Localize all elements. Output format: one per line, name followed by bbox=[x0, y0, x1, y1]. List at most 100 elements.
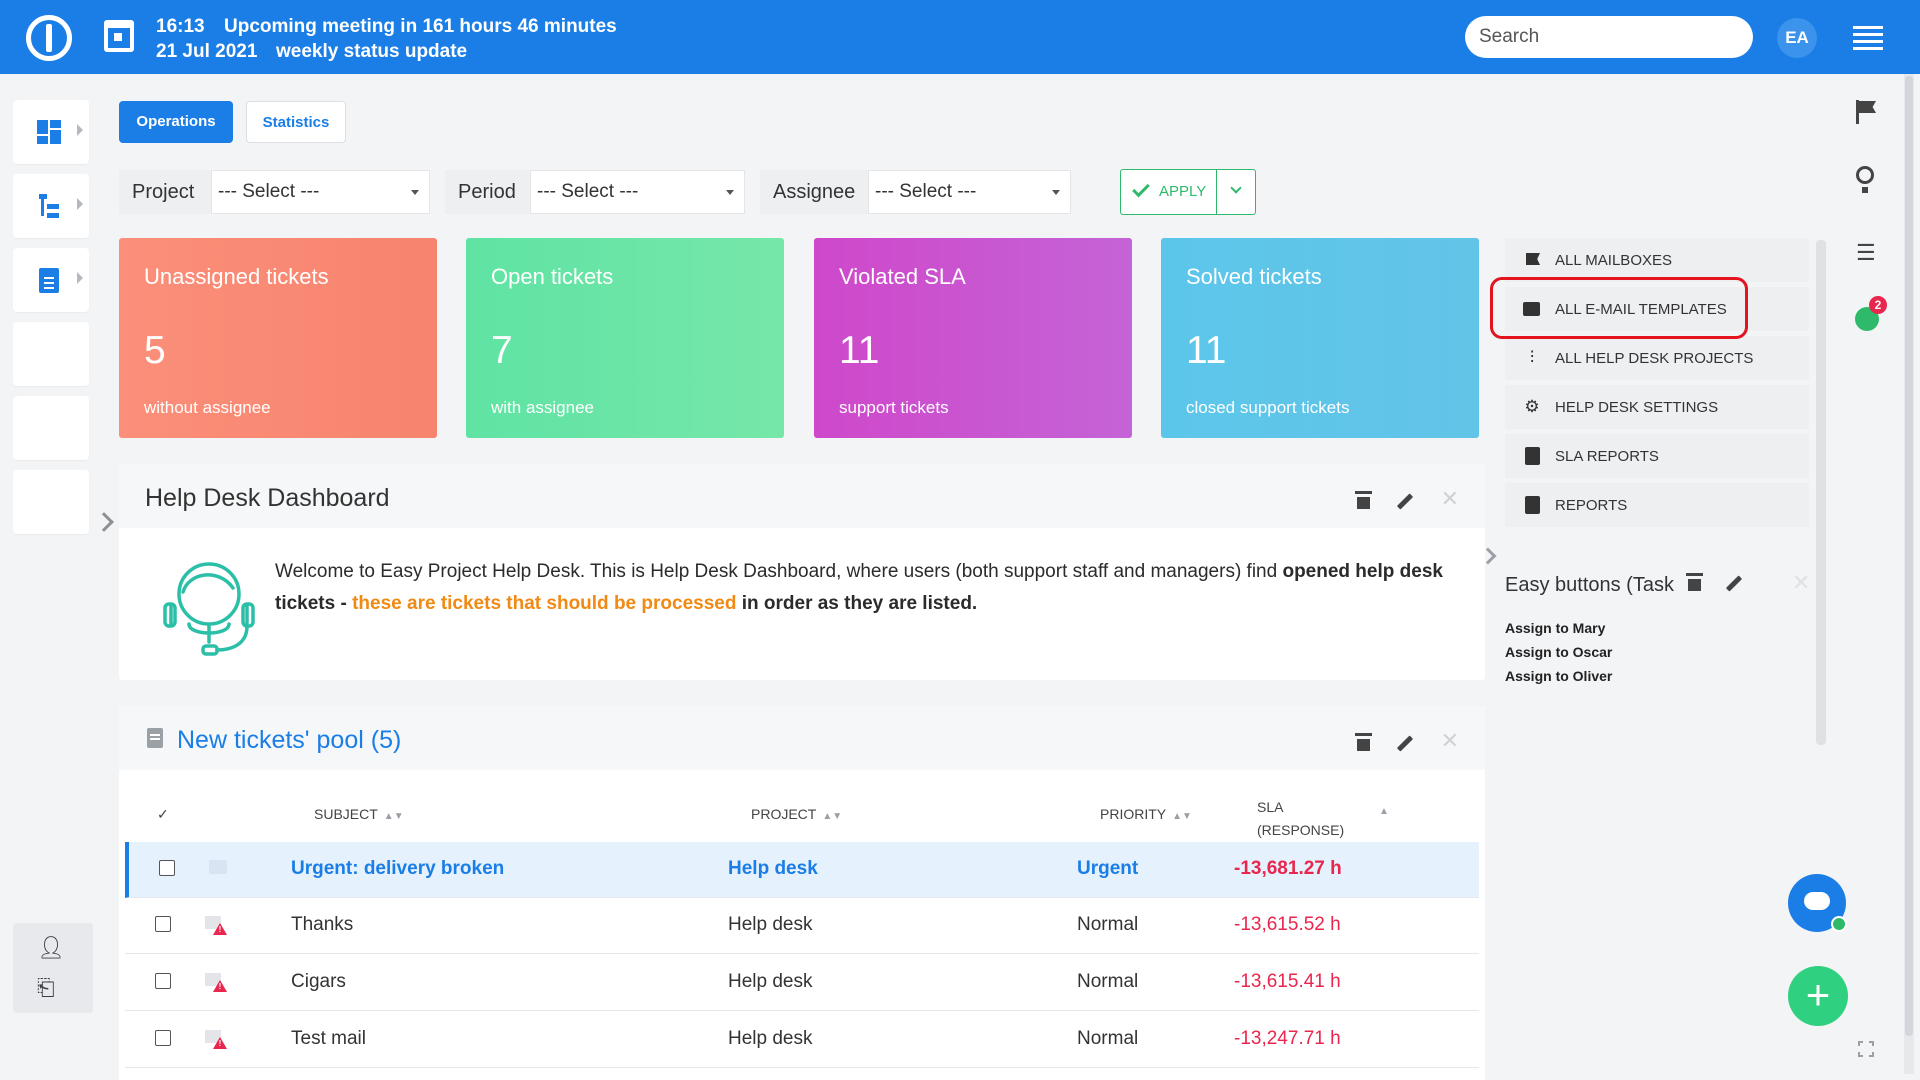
subject-column-header[interactable]: SUBJECT ▲▼ bbox=[314, 806, 404, 822]
row-checkbox[interactable] bbox=[155, 916, 171, 932]
sidebar-item-empty-2[interactable] bbox=[13, 396, 89, 460]
card-violated-sla[interactable]: Violated SLA 11 support tickets bbox=[814, 238, 1132, 438]
row-checkbox[interactable] bbox=[155, 1030, 171, 1046]
sidebar-item-empty-1[interactable] bbox=[13, 322, 89, 386]
page-scrollbar[interactable] bbox=[1904, 74, 1914, 1074]
table-row[interactable]: Cigars Help desk Normal -13,615.41 h bbox=[125, 955, 1479, 1011]
edit-icon[interactable] bbox=[1726, 575, 1743, 592]
period-filter-label: Period bbox=[445, 170, 530, 214]
current-date: 21 Jul 2021 bbox=[156, 41, 258, 62]
clipboard-icon bbox=[37, 268, 63, 293]
sidebar-item-projects[interactable] bbox=[13, 174, 89, 238]
chevron-right-icon bbox=[77, 124, 83, 136]
menu-sla-reports[interactable]: SLA REPORTS bbox=[1505, 434, 1809, 478]
hamburger-menu-icon[interactable] bbox=[1853, 26, 1883, 50]
expand-sidebar-icon[interactable] bbox=[94, 512, 114, 532]
card-unassigned-tickets[interactable]: Unassigned tickets 5 without assignee bbox=[119, 238, 437, 438]
menu-all-email-templates[interactable]: ALL E-MAIL TEMPLATES bbox=[1505, 287, 1809, 331]
flag-icon bbox=[1523, 251, 1541, 269]
welcome-text: Welcome to Easy Project Help Desk. This … bbox=[275, 556, 1465, 620]
sidebar-item-empty-3[interactable] bbox=[13, 470, 89, 534]
meeting-name: weekly status update bbox=[276, 41, 468, 62]
trash-icon[interactable] bbox=[1354, 491, 1372, 510]
project-select[interactable]: --- Select --- bbox=[211, 170, 430, 214]
ticket-project[interactable]: Help desk bbox=[728, 971, 813, 992]
ticket-subject[interactable]: Cigars bbox=[291, 971, 346, 992]
ticket-subject[interactable]: Test mail bbox=[291, 1028, 366, 1049]
search-input[interactable] bbox=[1465, 16, 1753, 58]
welcome-text-a: Welcome to Easy Project Help Desk. This … bbox=[275, 561, 1283, 582]
easy-buttons-list: Assign to Mary Assign to Oscar Assign to… bbox=[1505, 616, 1612, 688]
apply-button[interactable]: APPLY bbox=[1120, 169, 1256, 215]
card-value: 11 bbox=[1186, 329, 1227, 372]
edit-icon[interactable] bbox=[1396, 493, 1414, 510]
sidebar-item-tasks[interactable] bbox=[13, 248, 89, 312]
flag-icon[interactable] bbox=[1856, 100, 1876, 124]
table-row[interactable]: Urgent: delivery broken Help desk Urgent… bbox=[125, 842, 1479, 898]
lightbulb-icon[interactable] bbox=[1856, 166, 1874, 193]
easy-buttons-title: Easy buttons (Task bbox=[1505, 574, 1674, 596]
welcome-text-b: opened help desk tickets - bbox=[275, 561, 1443, 614]
ticket-project[interactable]: Help desk bbox=[728, 1028, 813, 1049]
checklist-icon[interactable]: ☰ bbox=[1856, 240, 1876, 265]
edit-icon[interactable] bbox=[1396, 735, 1414, 752]
warning-mail-icon bbox=[205, 916, 225, 934]
chevron-down-icon[interactable] bbox=[1230, 182, 1242, 194]
table-row[interactable]: Thanks Help desk Normal -13,615.52 h bbox=[125, 898, 1479, 954]
upcoming-meeting[interactable]: 16:13 Upcoming meeting in 161 hours 46 mi… bbox=[156, 14, 617, 64]
menu-label: REPORTS bbox=[1555, 497, 1628, 514]
ticket-subject[interactable]: Urgent: delivery broken bbox=[291, 858, 505, 879]
tab-statistics[interactable]: Statistics bbox=[246, 101, 346, 143]
row-checkbox[interactable] bbox=[159, 860, 175, 876]
card-open-tickets[interactable]: Open tickets 7 with assignee bbox=[466, 238, 784, 438]
module-title[interactable]: New tickets' pool (5) bbox=[177, 726, 402, 754]
app-logo-icon[interactable] bbox=[26, 15, 72, 61]
assign-to-mary-link[interactable]: Assign to Mary bbox=[1505, 620, 1606, 636]
project-column-header[interactable]: PROJECT ▲▼ bbox=[751, 806, 842, 822]
menu-help-desk-settings[interactable]: ⚙ HELP DESK SETTINGS bbox=[1505, 385, 1809, 429]
close-icon[interactable]: ✕ bbox=[1440, 728, 1459, 753]
sidebar-item-dashboard[interactable] bbox=[13, 100, 89, 164]
clipboard-icon bbox=[1523, 447, 1541, 465]
assign-to-oscar-link[interactable]: Assign to Oscar bbox=[1505, 644, 1613, 660]
card-solved-tickets[interactable]: Solved tickets 11 closed support tickets bbox=[1161, 238, 1479, 438]
assignee-filter-label: Assignee bbox=[760, 170, 868, 214]
select-all-column[interactable]: ✓ bbox=[157, 806, 169, 822]
tab-operations[interactable]: Operations bbox=[119, 101, 233, 143]
row-checkbox[interactable] bbox=[155, 973, 171, 989]
chat-button[interactable] bbox=[1788, 874, 1847, 932]
sign-out-icon[interactable]: ⎗ bbox=[37, 975, 55, 1000]
add-user-icon[interactable]: 👤︎ bbox=[37, 935, 65, 960]
menu-all-help-desk-projects[interactable]: ⫶ ALL HELP DESK PROJECTS bbox=[1505, 336, 1809, 380]
sla-header-label: SLA bbox=[1257, 799, 1284, 815]
ticket-project[interactable]: Help desk bbox=[728, 914, 813, 935]
menu-label: ALL HELP DESK PROJECTS bbox=[1555, 350, 1754, 367]
priority-column-header[interactable]: PRIORITY ▲▼ bbox=[1100, 806, 1192, 822]
trash-icon[interactable] bbox=[1686, 573, 1703, 592]
table-row[interactable]: Test mail Help desk Normal -13,247.71 h bbox=[125, 1012, 1479, 1068]
ticket-subject[interactable]: Thanks bbox=[291, 914, 354, 935]
ticket-project[interactable]: Help desk bbox=[728, 858, 818, 879]
card-title: Open tickets bbox=[491, 264, 614, 289]
help-desk-dashboard-module: Help Desk Dashboard ✕ Welcome to Easy Pr… bbox=[119, 464, 1485, 680]
right-panel-scrollbar[interactable] bbox=[1816, 240, 1826, 745]
add-button[interactable]: + bbox=[1788, 966, 1848, 1026]
period-select[interactable]: --- Select --- bbox=[530, 170, 745, 214]
welcome-text-c: these are tickets that should be process… bbox=[352, 593, 737, 614]
calendar-icon[interactable] bbox=[104, 20, 134, 52]
sla-column-header[interactable]: SLA (RESPONSE) bbox=[1257, 796, 1344, 842]
ticket-priority: Normal bbox=[1077, 914, 1139, 935]
chevron-right-icon bbox=[77, 272, 83, 284]
assign-to-oliver-link[interactable]: Assign to Oliver bbox=[1505, 668, 1613, 684]
warning-mail-icon bbox=[205, 1030, 225, 1048]
menu-all-mailboxes[interactable]: ALL MAILBOXES bbox=[1505, 238, 1809, 282]
tree-icon: ⫶ bbox=[1529, 348, 1535, 367]
menu-reports[interactable]: REPORTS bbox=[1505, 483, 1809, 527]
trash-icon[interactable] bbox=[1354, 733, 1372, 752]
assignee-select[interactable]: --- Select --- bbox=[868, 170, 1071, 214]
close-icon[interactable]: ✕ bbox=[1792, 570, 1811, 595]
user-avatar[interactable]: EA bbox=[1777, 18, 1817, 58]
sort-asc-icon[interactable]: ▲ bbox=[1379, 806, 1389, 817]
close-icon[interactable]: ✕ bbox=[1440, 486, 1459, 511]
fullscreen-icon[interactable] bbox=[1857, 1040, 1875, 1058]
